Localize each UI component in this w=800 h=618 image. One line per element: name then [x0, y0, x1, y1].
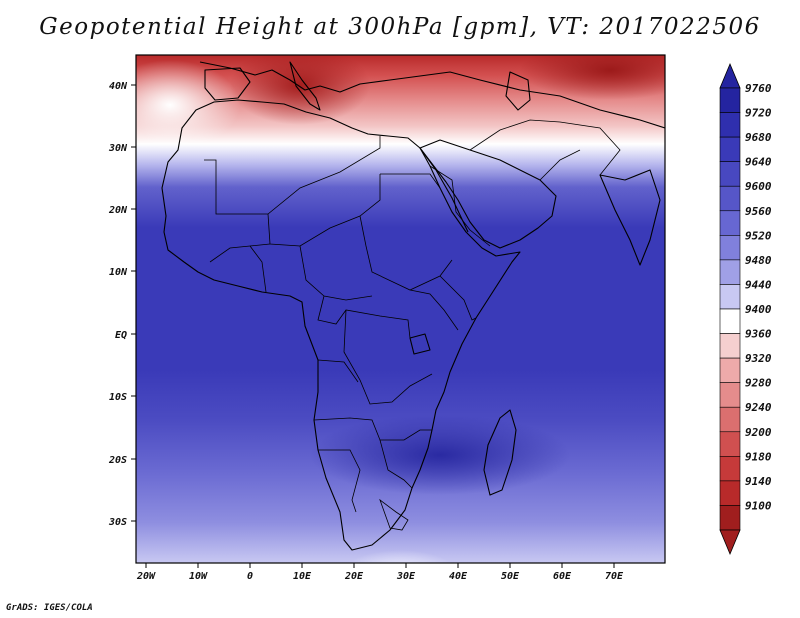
- lon-label-70e: 70E: [605, 571, 624, 582]
- madagascar-outline: [483, 409, 517, 496]
- lon-label-60e: 60E: [553, 571, 572, 582]
- colorbar-label: 9760: [745, 82, 772, 95]
- lon-label-0: 0: [247, 571, 253, 582]
- lat-label-20s: 20S: [108, 455, 127, 466]
- colorbar-label: 9480: [745, 254, 772, 267]
- red-sea: [419, 147, 469, 233]
- lat-label-eq: EQ: [115, 330, 127, 341]
- lat-label-20n: 20N: [108, 205, 128, 216]
- colorbar-swatch: [719, 284, 741, 310]
- colorbar-label: 9440: [745, 278, 772, 291]
- arabia-outline: [419, 139, 557, 249]
- colorbar-label: 9720: [745, 107, 772, 120]
- plot-border: [135, 54, 666, 564]
- lat-label-10n: 10N: [109, 267, 128, 278]
- colorbar-swatch: [719, 87, 741, 113]
- lon-label-10e: 10E: [293, 571, 312, 582]
- colorbar-label: 9640: [745, 156, 772, 169]
- lon-label-50e: 50E: [501, 571, 520, 582]
- colorbar-swatch: [719, 308, 741, 334]
- colorbar-swatch: [719, 235, 741, 261]
- colorbar-label: 9680: [745, 131, 772, 144]
- height-field: [136, 55, 665, 563]
- colorbar-swatch: [719, 382, 741, 408]
- colorbar-label: 9360: [745, 328, 772, 341]
- iberia-outline: [204, 67, 251, 101]
- colorbar-swatch: [719, 210, 741, 236]
- lat-label-30s: 30S: [108, 517, 127, 528]
- lon-label-40e: 40E: [449, 571, 468, 582]
- lon-label-20w: 20W: [136, 571, 156, 582]
- colorbar-swatch: [719, 480, 741, 506]
- map-title: Geopotential Height at 300hPa [gpm], VT:…: [39, 14, 761, 40]
- tick-marks: [131, 84, 615, 568]
- caspian-outline: [505, 71, 531, 111]
- italy-outline: [289, 61, 321, 111]
- colorbar-swatch: [719, 406, 741, 433]
- colorbar-swatch: [719, 505, 741, 531]
- lon-label-10w: 10W: [189, 571, 208, 582]
- lon-label-20e: 20E: [344, 571, 364, 582]
- lat-label-40n: 40N: [109, 81, 128, 92]
- colorbar: 9760 9720 9680 9640 9600 9560 9520 9480 9440 9400…: [719, 62, 772, 556]
- lake-victoria: [409, 333, 431, 355]
- colorbar-top-arrow: [719, 62, 741, 89]
- colorbar-swatch: [719, 259, 741, 285]
- colorbar-swatch: [719, 456, 741, 482]
- lon-label-30e: 30E: [396, 571, 416, 582]
- footer-credit: GrADS: IGES/COLA: [6, 603, 93, 613]
- colorbar-label: 9280: [745, 377, 772, 390]
- colorbar-swatch: [719, 333, 741, 359]
- colorbar-swatch: [719, 357, 741, 383]
- colorbar-bottom-arrow: [719, 529, 741, 556]
- lat-label-10s: 10S: [109, 392, 127, 403]
- colorbar-label: 9140: [745, 475, 772, 488]
- colorbar-label: 9600: [745, 180, 772, 193]
- colorbar-label: 9200: [745, 426, 772, 439]
- colorbar-label: 9180: [745, 450, 772, 463]
- colorbar-label: 9320: [745, 352, 772, 365]
- colorbar-swatch: [719, 185, 741, 212]
- colorbar-label: 9520: [745, 229, 772, 242]
- colorbar-swatch: [719, 161, 741, 187]
- colorbar-label: 9400: [745, 303, 772, 316]
- colorbar-swatch: [719, 431, 741, 457]
- country-borders: [204, 119, 621, 531]
- europe-outline: [199, 61, 665, 129]
- colorbar-label: 9100: [745, 499, 772, 512]
- lat-label-30n: 30N: [108, 143, 128, 154]
- india-outline: [599, 169, 661, 266]
- colorbar-label: 9240: [745, 401, 772, 414]
- colorbar-swatch: [719, 112, 741, 138]
- colorbar-swatch: [719, 136, 741, 162]
- colorbar-label: 9560: [745, 205, 772, 218]
